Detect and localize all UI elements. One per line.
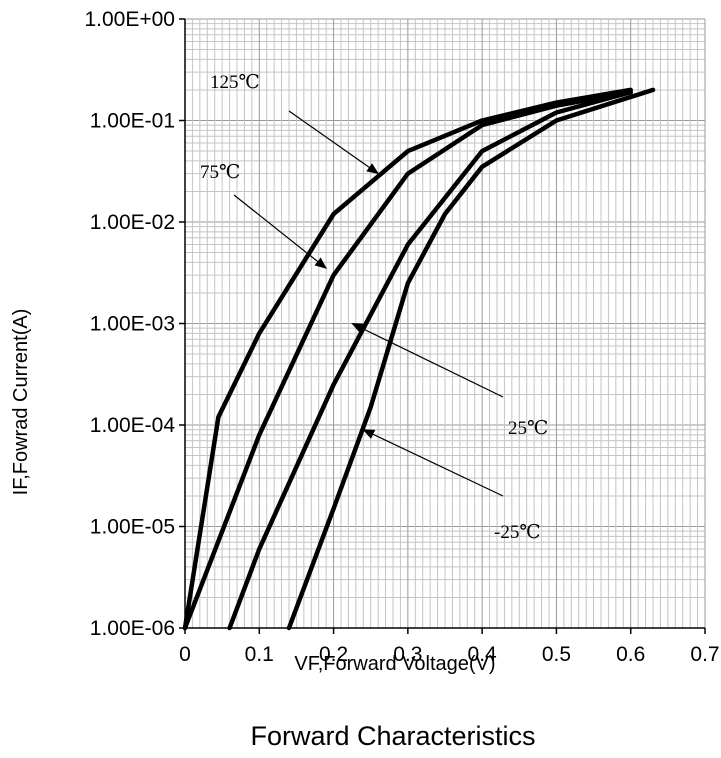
x-tick-labels: 0 0.1 0.2 0.3 0.4 0.5 0.6 0.7 bbox=[179, 643, 719, 666]
annotation-label: 75℃ bbox=[200, 162, 240, 183]
x-tick-label: 0.6 bbox=[616, 643, 645, 666]
x-tick-label: 0.3 bbox=[393, 643, 422, 666]
y-axis-label: IF,Fowrad Current(A) bbox=[10, 309, 32, 496]
y-tick-label: 1.00E-01 bbox=[90, 110, 175, 133]
series-line bbox=[286, 87, 656, 631]
annotation-label: 125℃ bbox=[210, 72, 260, 93]
y-tick-label: 1.00E-06 bbox=[90, 617, 175, 640]
annotations: 125℃ 75℃ 25℃ -25℃ bbox=[200, 72, 548, 543]
annotation-label: -25℃ bbox=[494, 522, 541, 543]
y-tick-label: 1.00E+00 bbox=[84, 8, 175, 31]
y-tick-label: 1.00E-05 bbox=[90, 516, 175, 539]
series-lines bbox=[182, 87, 656, 631]
annotation-arrow bbox=[233, 194, 327, 269]
x-tick-label: 0.4 bbox=[468, 643, 498, 666]
chart-title: Forward Characteristics bbox=[250, 721, 535, 751]
grid-lines bbox=[185, 18, 706, 629]
annotation-arrow bbox=[351, 322, 504, 398]
axes bbox=[179, 18, 706, 634]
y-tick-label: 1.00E-03 bbox=[90, 313, 175, 336]
x-tick-label: 0.2 bbox=[319, 643, 348, 666]
series-line bbox=[227, 89, 633, 631]
annotation-arrow bbox=[288, 110, 379, 175]
x-tick-label: 0.7 bbox=[690, 643, 719, 666]
x-tick-label: 0 bbox=[179, 643, 191, 666]
annotation-label: 25℃ bbox=[508, 418, 548, 439]
x-tick-label: 0.1 bbox=[245, 643, 274, 666]
x-axis-label: VF,Forward Voltage(V) bbox=[294, 653, 495, 675]
series-line bbox=[182, 89, 633, 631]
y-tick-labels: 1.00E-06 1.00E-05 1.00E-04 1.00E-03 1.00E-02… bbox=[84, 8, 175, 640]
y-tick-label: 1.00E-02 bbox=[90, 211, 175, 234]
x-tick-label: 0.5 bbox=[542, 643, 571, 666]
annotation-arrow bbox=[362, 429, 504, 497]
series-line bbox=[182, 87, 633, 631]
y-tick-label: 1.00E-04 bbox=[90, 414, 176, 437]
